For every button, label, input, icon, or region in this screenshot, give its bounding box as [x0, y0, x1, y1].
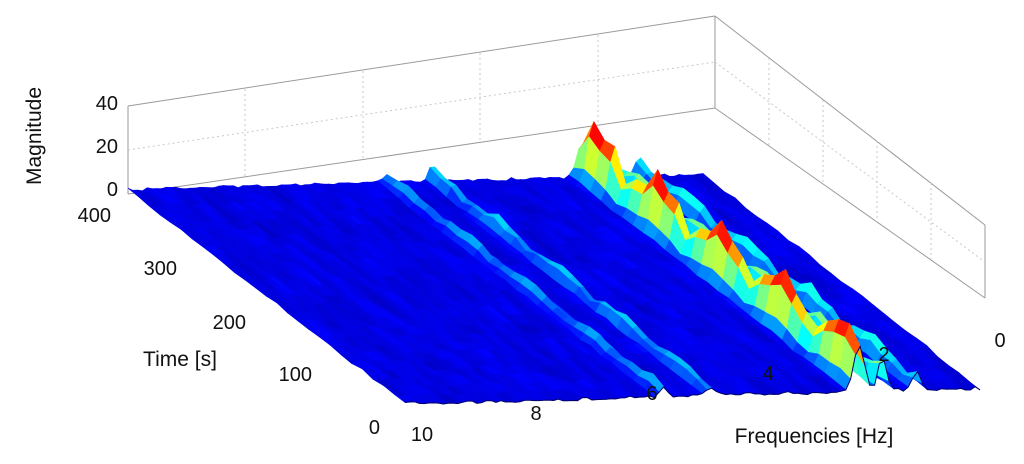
gridline-z20-back — [127, 61, 716, 151]
z-tick-label: 40 — [96, 93, 118, 115]
z-axis-ticks: 0 20 40 — [96, 93, 118, 201]
back-wall-top-edge — [127, 15, 716, 107]
z-tick-label: 20 — [96, 136, 118, 158]
frequency-tick-label: 2 — [878, 344, 889, 366]
frequency-tick-label: 4 — [762, 363, 773, 385]
time-tick-label: 100 — [279, 364, 312, 386]
floor-right-edge — [714, 107, 986, 299]
frequency-tick-label: 0 — [994, 330, 1005, 352]
frequency-tick-label: 8 — [530, 403, 541, 425]
z-axis-label: Magnitude — [23, 87, 46, 185]
frequency-tick-label: 10 — [411, 424, 433, 446]
surface-mesh — [127, 120, 981, 405]
time-tick-label: 400 — [78, 205, 111, 227]
x-axis-label: Frequencies [Hz] — [735, 425, 894, 448]
y-axis-label: Time [s] — [143, 348, 217, 371]
gridline-z20-right — [714, 61, 986, 263]
time-tick-label: 200 — [213, 312, 246, 334]
frequency-tick-label: 6 — [646, 383, 657, 405]
axes-box — [127, 15, 986, 299]
z-tick-label: 0 — [107, 179, 118, 201]
time-tick-label: 300 — [144, 258, 177, 280]
right-wall-top-edge — [714, 15, 986, 226]
floor-back-edge — [127, 107, 716, 195]
time-tick-label: 0 — [369, 417, 380, 439]
